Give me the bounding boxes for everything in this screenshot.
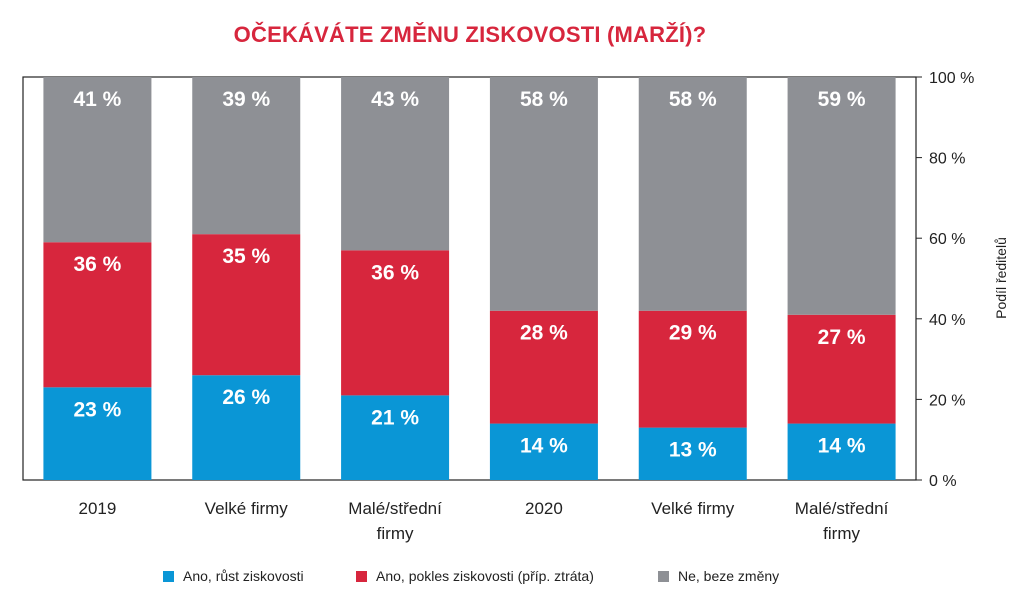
data-label: 23 % <box>73 398 121 421</box>
stacked-bar-chart: 23 % 36 % 41 % 2019 26 % 35 % 39 % Velké firmy 2… <box>22 70 1009 543</box>
data-label: 59 % <box>818 88 866 111</box>
y-tick-label: 0 % <box>929 473 957 490</box>
data-label: 14 % <box>818 435 866 458</box>
bar-segment <box>341 250 450 396</box>
data-label: 27 % <box>818 326 866 349</box>
legend-swatch <box>658 570 669 582</box>
category-label: Velké firmy <box>651 499 735 518</box>
category-label: Velké firmy <box>205 499 289 518</box>
bar-segment <box>638 310 747 428</box>
bar-segment <box>489 423 598 480</box>
bar-segment <box>192 375 301 480</box>
chart-title: OČEKÁVÁTE ZMĚNU ZISKOVOSTI (MARŽÍ)? <box>233 22 707 47</box>
bar-segment <box>787 314 896 424</box>
bar-segment <box>192 234 301 376</box>
legend-swatch <box>356 570 367 582</box>
category-label: Malé/střední <box>348 499 442 518</box>
data-label: 29 % <box>669 322 717 345</box>
data-label: 14 % <box>520 435 568 458</box>
y-tick-label: 20 % <box>929 392 965 409</box>
data-label: 21 % <box>371 406 419 429</box>
data-label: 36 % <box>371 261 419 284</box>
data-label: 35 % <box>222 245 270 268</box>
bar-segment <box>489 310 598 424</box>
category-label: 2019 <box>79 499 117 518</box>
legend-item: Ano, růst ziskovosti <box>163 568 304 584</box>
bar-segment <box>638 77 747 311</box>
y-axis-label: Podíl ředitelů <box>993 237 1009 319</box>
data-label: 13 % <box>669 439 717 462</box>
category-label: Malé/střední <box>795 499 889 518</box>
bar-segment <box>192 77 301 235</box>
legend-label: Ano, růst ziskovosti <box>183 568 304 584</box>
legend: Ano, růst ziskovosti Ano, pokles ziskovos… <box>0 568 1023 590</box>
bar-segment <box>341 77 450 251</box>
y-tick-label: 40 % <box>929 312 965 329</box>
category-label: firmy <box>823 524 860 543</box>
category-label: firmy <box>377 524 414 543</box>
data-label: 43 % <box>371 88 419 111</box>
bar-segment <box>43 77 152 243</box>
legend-swatch <box>163 570 174 582</box>
legend-item: Ano, pokles ziskovosti (příp. ztráta) <box>356 568 594 584</box>
category-label: 2020 <box>525 499 563 518</box>
bar-segment <box>638 427 747 480</box>
bar-segment <box>787 77 896 315</box>
bar-segment <box>489 77 598 311</box>
data-label: 58 % <box>669 88 717 111</box>
bar-segment <box>43 387 152 480</box>
plot-frame <box>22 76 917 481</box>
data-label: 28 % <box>520 322 568 345</box>
legend-label: Ano, pokles ziskovosti (příp. ztráta) <box>376 568 594 584</box>
data-label: 41 % <box>73 88 121 111</box>
data-label: 26 % <box>222 386 270 409</box>
bar-segment <box>787 423 896 480</box>
data-label: 39 % <box>222 88 270 111</box>
bar-segment <box>43 242 152 388</box>
data-label: 36 % <box>73 253 121 276</box>
bar-segment <box>341 395 450 480</box>
y-tick-label: 60 % <box>929 231 965 248</box>
y-tick-label: 80 % <box>929 151 965 168</box>
data-label: 58 % <box>520 88 568 111</box>
legend-item: Ne, beze změny <box>658 568 779 584</box>
y-tick-label: 100 % <box>929 70 974 87</box>
legend-label: Ne, beze změny <box>678 568 780 584</box>
